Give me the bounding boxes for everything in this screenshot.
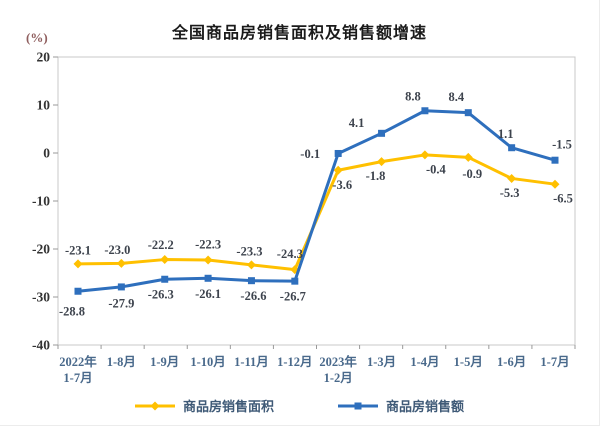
legend-label-sales-amount: 商品房销售额 [386, 399, 465, 414]
chart-legend: 商品房销售面积 商品房销售额 [0, 396, 599, 415]
sales-area-marker [333, 165, 343, 175]
plot-area-border [57, 56, 576, 346]
sales-amount-marker [247, 277, 255, 285]
sales-amount-marker [378, 129, 386, 137]
sales-amount-marker [421, 107, 429, 115]
sales-amount-legend-marker-icon [338, 402, 378, 409]
sales-amount-marker [117, 283, 125, 291]
sales-area-marker [246, 260, 256, 270]
sales-amount-data-label: -1.5 [552, 138, 572, 152]
sales-area-data-label: -1.8 [366, 169, 386, 183]
x-axis-label: 2023年 1-2月 [319, 354, 357, 385]
y-axis-label: -30 [32, 290, 50, 305]
x-axis-label: 1-4月 [410, 355, 439, 369]
x-axis-label: 1-11月 [234, 355, 269, 369]
sales-area-data-label: -5.3 [500, 186, 520, 200]
x-axis-label: 1-5月 [454, 355, 483, 369]
y-axis-label: 10 [37, 98, 51, 113]
sales-area-data-label: -23.3 [236, 244, 262, 258]
sales-amount-data-label: -26.6 [240, 289, 266, 303]
sales-amount-marker [334, 149, 342, 157]
x-axis-label: 1-6月 [497, 355, 526, 369]
x-axis-label: 2022年 1-7月 [59, 354, 97, 385]
legend-item-sales-amount: 商品房销售额 [338, 396, 464, 415]
sales-area-data-label: -0.9 [462, 167, 482, 181]
y-axis-label: 20 [37, 50, 51, 65]
sales-amount-marker [508, 144, 516, 152]
legend-label-sales-area: 商品房销售面积 [182, 399, 274, 414]
sales-area-data-label: -22.3 [195, 238, 221, 252]
x-axis-label: 1-12月 [277, 355, 312, 369]
y-axis-label: -40 [32, 338, 50, 353]
sales-area-data-label: -22.2 [148, 238, 174, 252]
y-axis-unit-label: (%) [26, 30, 48, 45]
x-axis-label: 1-10月 [190, 355, 225, 369]
sales-amount-line [76, 109, 557, 293]
sales-area-marker [550, 179, 560, 189]
sales-area-data-label: -23.1 [65, 243, 91, 257]
sales-amount-data-label: -28.8 [59, 305, 85, 319]
sales-area-marker [73, 259, 83, 269]
x-axis-label: 1-8月 [107, 355, 136, 369]
sales-area-marker [420, 150, 430, 160]
y-axis-label: -20 [32, 242, 50, 257]
sales-amount-data-label: 8.8 [405, 89, 421, 103]
sales-area-marker [203, 255, 213, 265]
sales-area-data-label: -0.4 [426, 162, 447, 176]
sales-area-data-label: -23.0 [104, 243, 130, 257]
sales-amount-data-label: -26.7 [280, 290, 306, 304]
sales-area-legend-marker-icon [134, 401, 175, 410]
x-axis-label: 1-3月 [367, 355, 396, 369]
sales-area-marker [377, 157, 387, 167]
sales-area-marker [116, 258, 126, 268]
legend-item-sales-area: 商品房销售面积 [134, 396, 274, 415]
sales-amount-data-label: -0.1 [300, 147, 320, 161]
sales-amount-marker [551, 156, 559, 164]
sales-area-marker [507, 173, 517, 183]
sales-area-data-label: -24.3 [277, 247, 303, 261]
sales-area-data-label: -6.5 [553, 192, 573, 206]
sales-amount-data-label: -26.1 [195, 287, 221, 301]
sales-amount-data-label: -27.9 [108, 296, 134, 310]
sales-amount-data-label: 4.1 [349, 116, 365, 130]
sales-area-marker [160, 255, 170, 265]
sales-amount-data-label: -26.3 [148, 288, 174, 302]
sales-amount-data-label: 8.4 [448, 90, 464, 104]
sales-amount-marker [161, 275, 169, 283]
y-axis-label: 0 [43, 146, 50, 161]
x-axis-label: 1-9月 [150, 355, 179, 369]
sales-amount-marker [291, 277, 299, 285]
chart-title: 全国商品房销售面积及销售额增速 [171, 25, 427, 42]
sales-amount-data-label: 1.1 [498, 127, 514, 141]
x-axis-label: 1-7月 [540, 355, 569, 369]
sales-amount-marker [74, 287, 82, 295]
sales-area-data-label: -3.6 [332, 178, 352, 192]
sales-amount-marker [464, 109, 472, 117]
sales-amount-marker [204, 274, 212, 282]
y-axis-label: -10 [32, 194, 50, 209]
sales-area-marker [463, 152, 473, 162]
